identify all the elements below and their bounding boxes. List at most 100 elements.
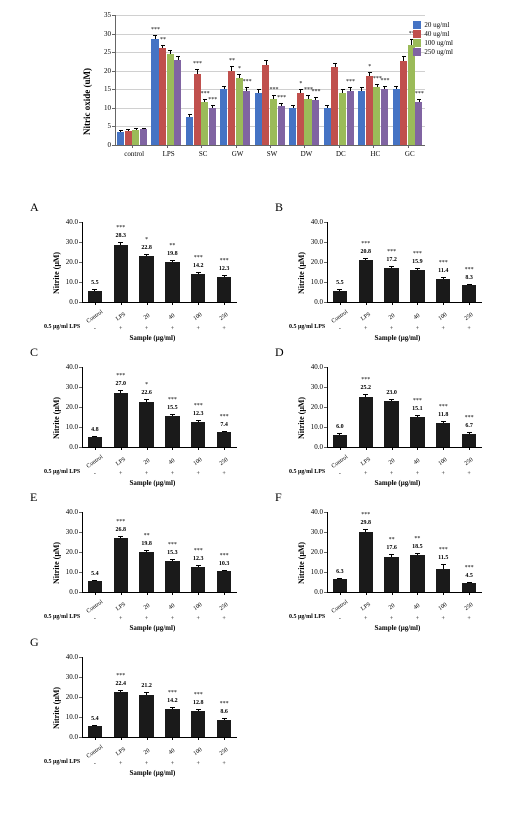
bar (139, 256, 153, 302)
lps-value: + (117, 616, 125, 622)
panel-label: F (275, 490, 282, 505)
value-label: 6.3 (325, 569, 355, 575)
xtick (121, 592, 122, 595)
lps-label: 0.5 μg/ml LPS (44, 614, 80, 620)
significance-marker: *** (237, 79, 257, 85)
bar (191, 711, 205, 737)
error-cap (245, 87, 249, 88)
significance-marker: ** (153, 37, 173, 43)
xtick (469, 447, 470, 450)
significance-marker: *** (356, 241, 376, 247)
significance-marker: *** (111, 225, 131, 231)
xtick (443, 592, 444, 595)
bar (139, 402, 153, 447)
value-label: 5.4 (80, 571, 110, 577)
lps-value: + (168, 616, 176, 622)
y-axis (327, 512, 328, 592)
error-cap (144, 550, 149, 551)
error-cap (176, 56, 180, 57)
legend-swatch (413, 21, 421, 29)
error-cap (118, 536, 123, 537)
xtick (340, 447, 341, 450)
legend-label: 100 ug/ml (424, 39, 453, 47)
bar (373, 87, 380, 145)
bar (114, 245, 128, 302)
legend-item: 20 ug/ml (413, 21, 453, 29)
y-axis-label: Nitric oxide (uM) (82, 5, 92, 135)
bar (165, 561, 179, 592)
value-label: 15.5 (157, 405, 187, 411)
xtick (198, 302, 199, 305)
value-label: 11.8 (428, 412, 458, 418)
significance-marker: *** (111, 519, 131, 525)
error-cap (170, 260, 175, 261)
error-cap (118, 242, 123, 243)
xtick (366, 302, 367, 305)
bar (88, 437, 102, 447)
bar (415, 102, 422, 145)
lps-value: + (388, 326, 396, 332)
lps-label: 0.5 μg/ml LPS (289, 469, 325, 475)
error-cap (348, 87, 352, 88)
error-cap (196, 272, 201, 273)
value-label: 4.8 (80, 427, 110, 433)
error-cap (222, 718, 227, 719)
nitrite-chart: 0.010.020.030.040.0Nitrite (μM)5.4Contro… (44, 647, 249, 772)
bar (384, 557, 398, 592)
bar (384, 401, 398, 447)
bar (228, 71, 235, 145)
bar (88, 291, 102, 302)
legend-item: 250 ug/ml (413, 48, 453, 56)
gridline (115, 34, 425, 35)
value-label: 21.2 (132, 683, 162, 689)
bar (270, 99, 277, 145)
lps-value: + (168, 326, 176, 332)
bar (117, 132, 124, 145)
nitrite-chart: 0.010.020.030.040.0Nitrite (μM)4.8Contro… (44, 357, 249, 482)
error-cap (341, 89, 345, 90)
error-cap (314, 97, 318, 98)
error-cap (402, 56, 406, 57)
bar (165, 709, 179, 737)
bar (220, 89, 227, 145)
significance-marker: *** (195, 91, 215, 97)
panel-label: C (30, 345, 38, 360)
lps-value: + (465, 616, 473, 622)
significance-marker: *** (306, 89, 326, 95)
significance-marker: * (137, 382, 157, 388)
legend-item: 40 ug/ml (413, 30, 453, 38)
xtick (147, 302, 148, 305)
value-label: 22.6 (132, 390, 162, 396)
value-label: 15.9 (402, 259, 432, 265)
lps-value: + (168, 761, 176, 767)
error-cap (441, 421, 446, 422)
bar (255, 93, 262, 145)
error-cap (237, 74, 241, 75)
significance-marker: *** (356, 377, 376, 383)
xtick (95, 302, 96, 305)
significance-marker: *** (214, 701, 234, 707)
significance-marker: *** (341, 79, 361, 85)
significance-marker: *** (407, 251, 427, 257)
bar (114, 692, 128, 737)
value-label: 20.8 (351, 249, 381, 255)
ytick-label: 0.0 (56, 588, 78, 596)
bar (209, 108, 216, 145)
value-label: 29.8 (351, 520, 381, 526)
bar (358, 91, 365, 145)
bar (462, 434, 476, 447)
panel-label: D (275, 345, 284, 360)
lps-value: + (439, 326, 447, 332)
significance-marker: *** (188, 548, 208, 554)
bar (339, 93, 346, 145)
x-axis (327, 592, 482, 593)
significance-marker: *** (162, 690, 182, 696)
lps-value: + (220, 471, 228, 477)
value-label: 28.3 (106, 233, 136, 239)
bar (462, 583, 476, 592)
ytick-label: 5 (93, 122, 111, 130)
xtick (408, 145, 409, 148)
panel-label: E (30, 490, 37, 505)
error-cap (368, 72, 372, 73)
significance-marker: ** (162, 243, 182, 249)
